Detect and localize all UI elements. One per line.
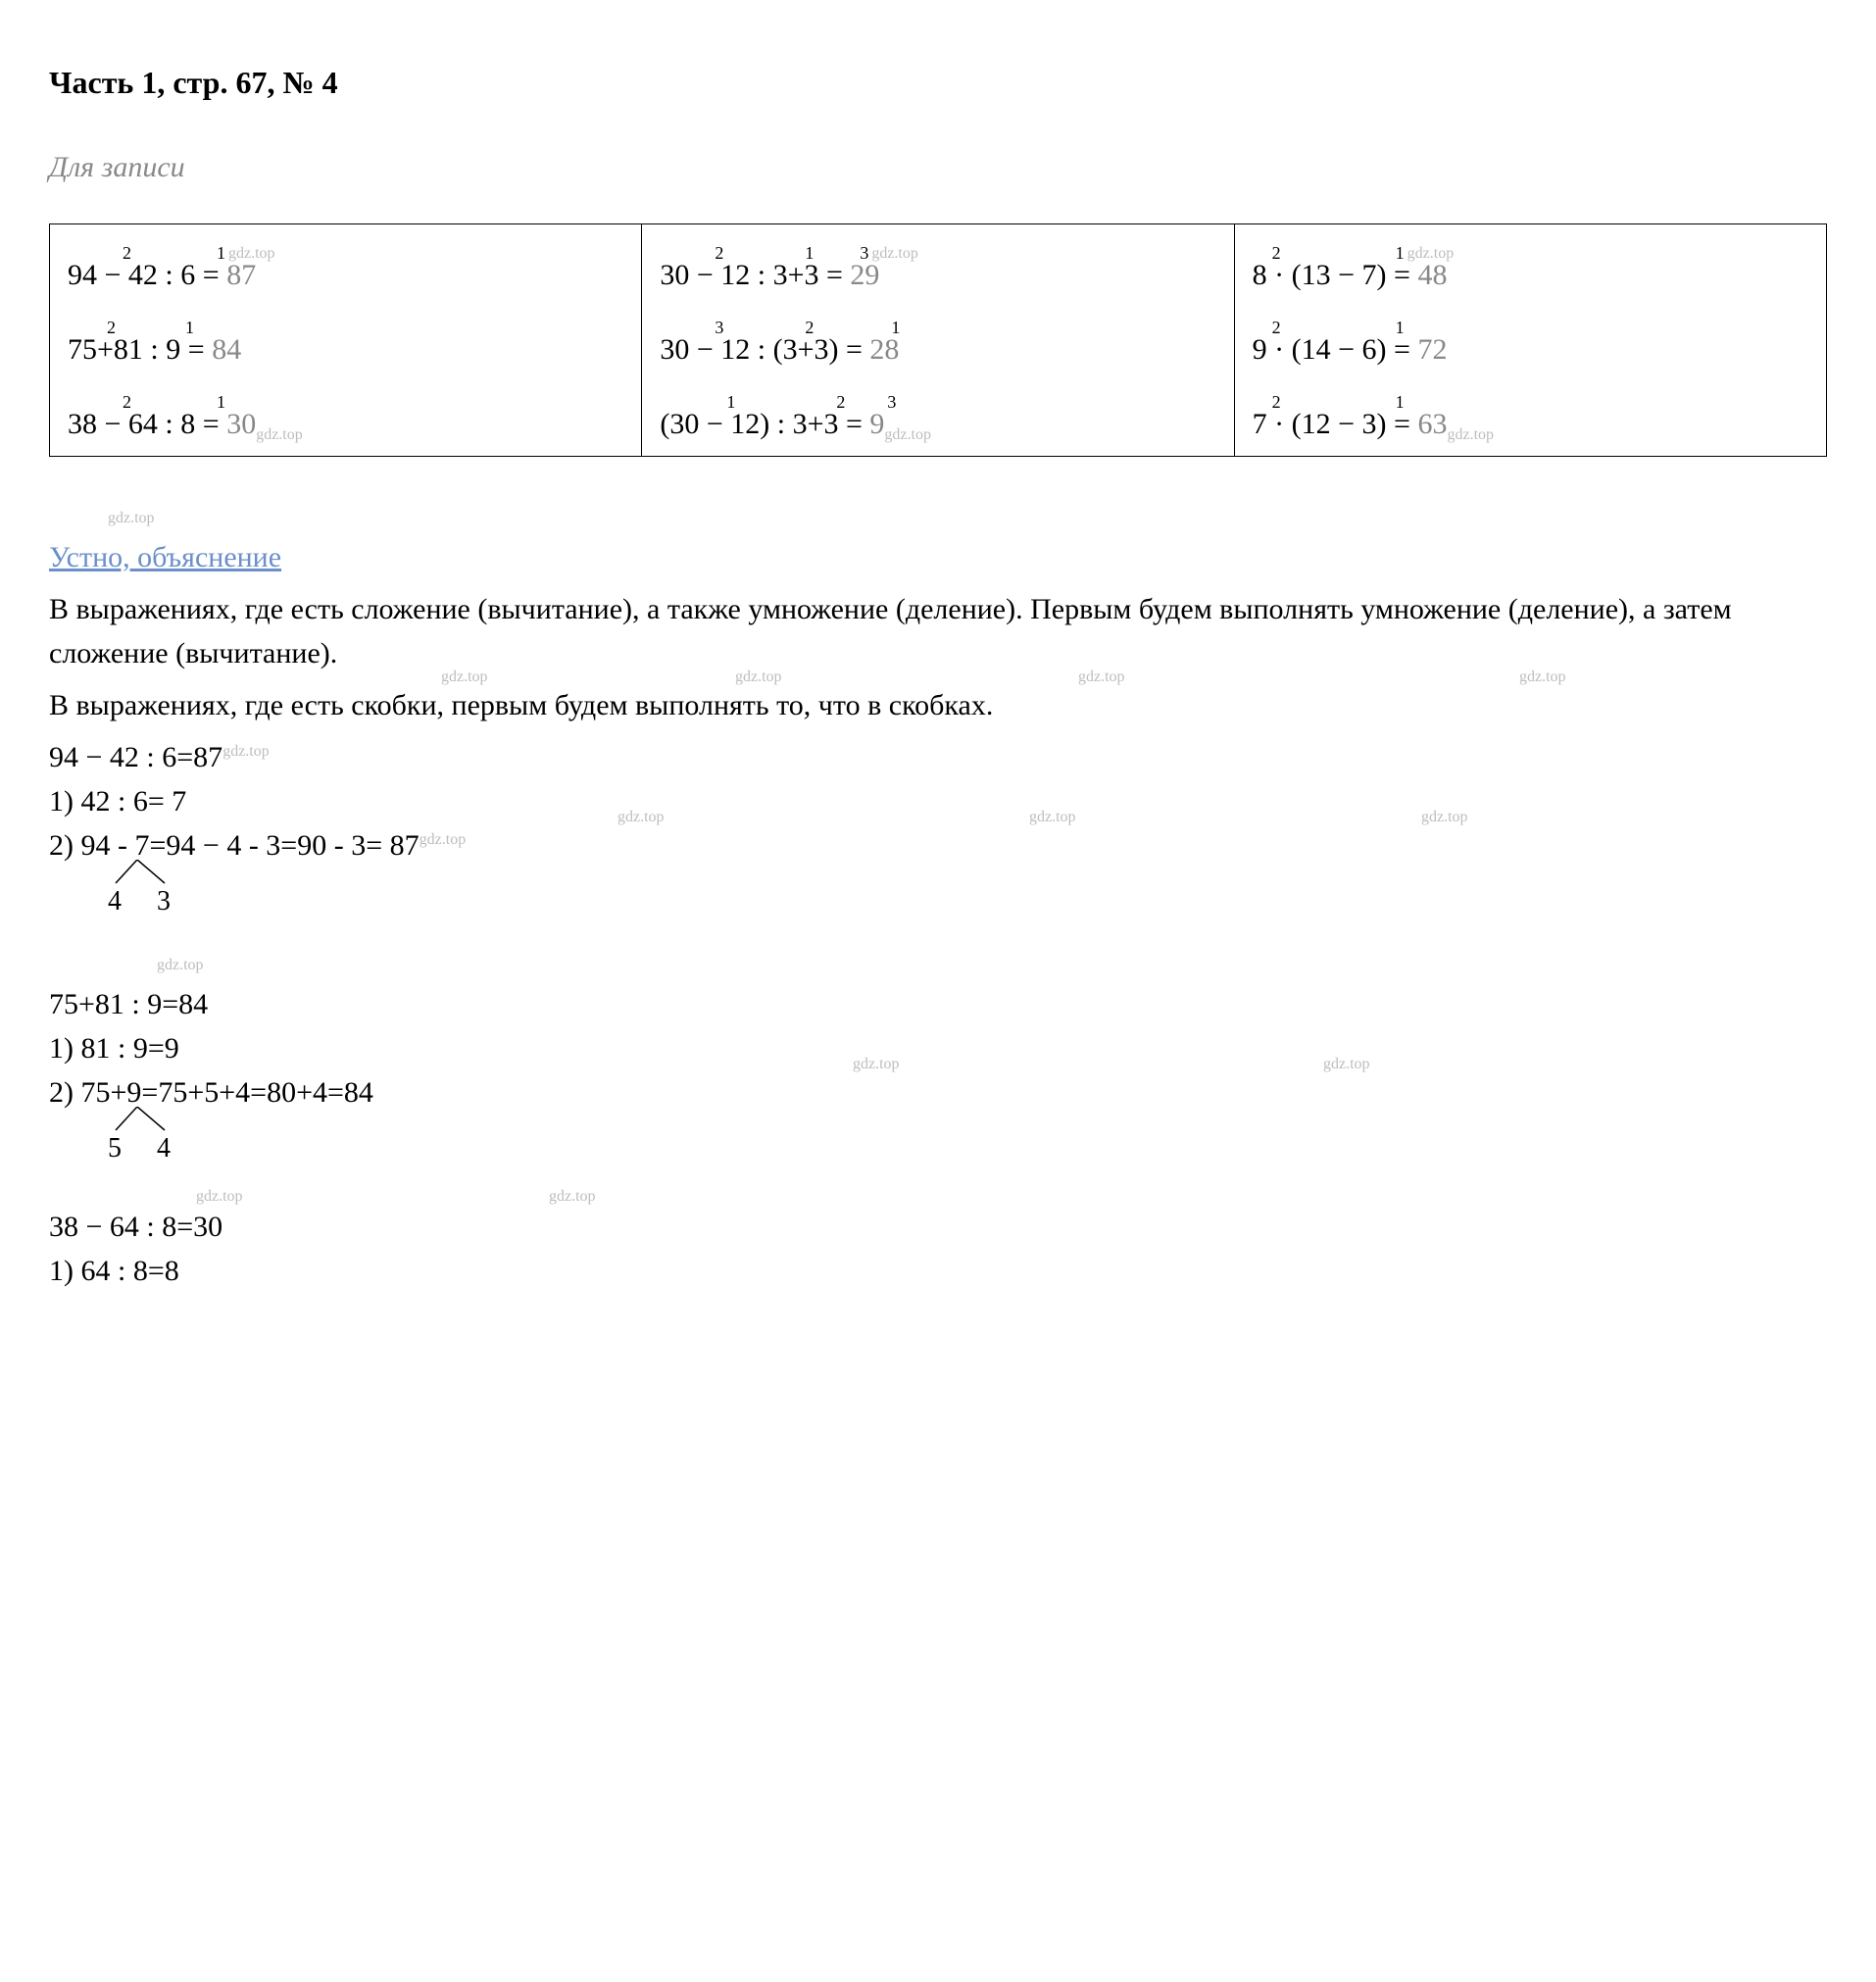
answer-value: 29 (850, 259, 879, 291)
worked-header: 75+81 : 9=84 (49, 982, 1827, 1026)
watermark: gdz.top (256, 426, 303, 443)
watermark: gdz.top (108, 510, 155, 526)
number-split-diagram: 54 (108, 1107, 1827, 1156)
explanation-text: В выражениях, где есть сложение (вычитан… (49, 587, 1827, 675)
watermark: gdz.top (853, 1053, 900, 1076)
expression: 94 − 42 : 6 = 87 (68, 253, 256, 297)
worked-step: 1) 64 : 8=8 (49, 1249, 1827, 1293)
watermark: gdz.top (196, 1185, 243, 1209)
expression: 30 − 12 : (3+3) = 28 (660, 327, 899, 372)
watermark: gdz.top (1421, 806, 1468, 829)
watermark: gdz.top (735, 666, 782, 689)
table-cell: 21gdz.top94 − 42 : 6 = 872175+81 : 9 = 8… (50, 224, 642, 457)
expression: 9 · (14 − 6) = 72 (1253, 327, 1448, 372)
table-cell: 21gdz.top8 · (13 − 7) = 48219 · (14 − 6)… (1234, 224, 1826, 457)
answer-value: 84 (212, 333, 241, 366)
table-cell: 213gdz.top30 − 12 : 3+3 = 2932130 − 12 :… (642, 224, 1234, 457)
watermark: gdz.top (1323, 1053, 1370, 1076)
explanation-title: Устно, объяснение (49, 535, 1827, 579)
watermark: gdz.top (157, 957, 204, 973)
worked-header: 94 − 42 : 6=87gdz.top (49, 735, 1827, 779)
expression: 7 · (12 − 3) = 63gdz.top (1253, 402, 1494, 446)
worked-step: 1) 42 : 6= 7 (49, 779, 1827, 823)
answer-value: 28 (869, 333, 899, 366)
answer-value: 63 (1417, 408, 1447, 440)
worked-header: 38 − 64 : 8=30 (49, 1205, 1827, 1249)
worked-step: 1) 81 : 9=9 (49, 1026, 1827, 1070)
watermark: gdz.top (1078, 666, 1125, 689)
split-right: 4 (157, 1128, 171, 1169)
answer-value: 72 (1417, 333, 1447, 366)
answer-value: 48 (1417, 259, 1447, 291)
page-title: Часть 1, стр. 67, № 4 (49, 59, 1827, 106)
watermark: gdz.top (420, 831, 467, 848)
expression: 75+81 : 9 = 84 (68, 327, 241, 372)
subtitle: Для записи (49, 145, 1827, 189)
expression: 8 · (13 − 7) = 48 (1253, 253, 1448, 297)
answer-value: 87 (226, 259, 256, 291)
watermark: gdz.top (1029, 806, 1076, 829)
watermark: gdz.top (1519, 666, 1566, 689)
watermark: gdz.top (617, 806, 665, 829)
watermark: gdz.top (1447, 426, 1494, 443)
solutions-table: 21gdz.top94 − 42 : 6 = 872175+81 : 9 = 8… (49, 223, 1827, 457)
expression: (30 − 12) : 3+3 = 9gdz.top (660, 402, 931, 446)
explanation-text: В выражениях, где есть скобки, первым бу… (49, 683, 1827, 727)
split-left: 4 (108, 881, 122, 922)
watermark: gdz.top (884, 426, 931, 443)
watermark: gdz.top (441, 666, 488, 689)
answer-value: 30 (226, 408, 256, 440)
answer-value: 9 (869, 408, 884, 440)
split-left: 5 (108, 1128, 122, 1169)
explanation-section: gdz.top Устно, объяснение В выражениях, гд… (49, 491, 1827, 1293)
number-split-diagram: 43 (108, 860, 1827, 909)
expression: 30 − 12 : 3+3 = 29 (660, 253, 879, 297)
split-right: 3 (157, 881, 171, 922)
expression: 38 − 64 : 8 = 30gdz.top (68, 402, 303, 446)
watermark: gdz.top (222, 743, 270, 760)
watermark: gdz.top (549, 1185, 596, 1209)
